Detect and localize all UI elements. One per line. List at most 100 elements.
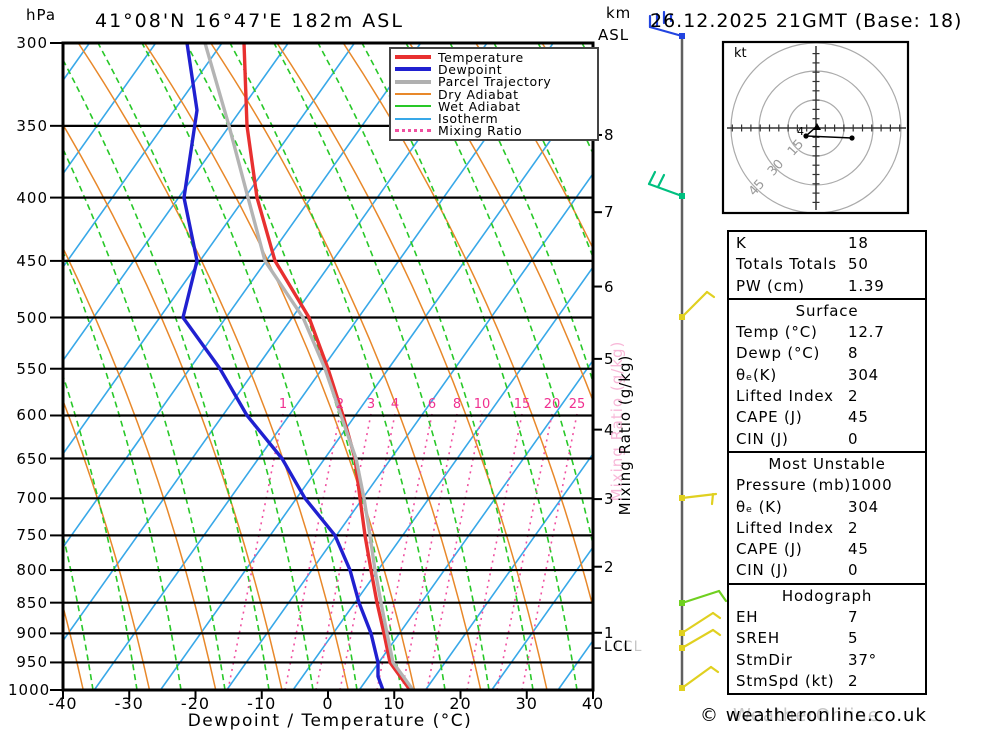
legend-label: Parcel Trajectory: [438, 74, 552, 90]
table-row: Dewp (°C) 8: [729, 343, 925, 364]
altitude-km-label: 2: [604, 557, 614, 576]
legend-item: Temperature: [395, 49, 597, 65]
wind-barb: [679, 611, 722, 636]
altitude-unit-km: km: [606, 4, 632, 22]
pressure-tick-label: 950: [16, 653, 48, 672]
temperature-tick-label: 20: [449, 694, 472, 713]
pressure-tick-label: 1000: [8, 681, 51, 699]
wind-barb: [679, 628, 722, 651]
hodograph-marker-label: 4: [797, 125, 804, 138]
legend-item: Mixing Ratio: [395, 123, 597, 139]
mixing-ratio-value-label: 2: [335, 397, 345, 412]
table-row-label: EH: [736, 608, 759, 627]
table-row-value: 37°: [848, 650, 877, 669]
table-row: StmDir 37°: [729, 650, 925, 671]
table-row-label: θₑ(K): [736, 365, 777, 384]
table-row-label: θₑ (K): [736, 497, 783, 516]
table-row: Lifted Index 2: [729, 386, 925, 407]
table-row-value: 50: [848, 255, 869, 274]
altitude-km-label: 3: [604, 490, 614, 509]
table-row-label: SREH: [736, 629, 780, 648]
table-row-value: 2: [848, 387, 859, 406]
wind-barb: [679, 665, 720, 691]
wind-barb: [679, 589, 728, 606]
wind-barb: [648, 10, 685, 39]
table-row-value: 0: [848, 561, 859, 580]
pressure-tick-label: 700: [16, 489, 48, 508]
storm-motion-marker: [813, 123, 821, 130]
pressure-tick-label: 800: [16, 561, 48, 580]
table-row: SREH 5: [729, 628, 925, 649]
altitude-km-label: 7: [604, 203, 614, 222]
table-row-value: 18: [848, 234, 869, 252]
pressure-unit-label: hPa: [26, 6, 57, 24]
table-section-header: Surface: [795, 301, 859, 320]
pressure-tick-label: 300: [16, 34, 48, 52]
table-row-label: CAPE (J): [736, 408, 803, 427]
mixing-ratio-value-label: 25: [568, 397, 586, 412]
temperature-tick-label: -30: [114, 694, 144, 713]
table-row: StmSpd (kt) 2: [729, 671, 925, 692]
table-row: PW (cm) 1.39: [729, 276, 925, 297]
wind-barb-staff: [647, 10, 728, 691]
legend-swatch-mixing-ratio: [395, 129, 431, 133]
legend-swatch-dry-adiabat: [395, 93, 431, 96]
table-row-label: Pressure (mb): [736, 476, 852, 495]
legend-label: Mixing Ratio: [438, 123, 523, 139]
isotherm-lines: [63, 43, 593, 690]
table-row: CAPE (J) 45: [729, 407, 925, 428]
temperature-tick-label: 10: [383, 694, 406, 713]
altitude-km-label: 1: [604, 623, 614, 642]
temperature-tick-label: 0: [322, 694, 334, 713]
table-row-label: CIN (J): [736, 429, 789, 448]
temperature-axis-ticks: [62, 691, 594, 699]
lcl-label: LCL: [604, 639, 633, 655]
temperature-curve: [242, 43, 412, 690]
mixing-ratio-value-label: 8: [452, 397, 462, 412]
page-title: 41°08'N 16°47'E 182m ASL: [95, 10, 404, 32]
temperature-tick-label: 30: [515, 694, 538, 713]
mixing-ratio-value-label: 1: [278, 397, 288, 412]
copyright-label: © weatheronline.co.uk: [700, 705, 927, 726]
table-row: Temp (°C) 12.7: [729, 322, 925, 343]
table-section-header: Most Unstable: [768, 454, 886, 473]
table-section: Most Unstable Pressure (mb) 1000 θₑ (K) 304 L…: [727, 450, 927, 585]
mixing-ratio-lines: [227, 413, 578, 690]
table-row-value: 1000: [851, 476, 893, 495]
legend-label: Temperature: [438, 49, 524, 65]
indices-table: K 18 Totals Totals 50 PW (cm) 1.39 Surface Temp…: [727, 230, 927, 696]
altitude-unit-asl: ASL: [598, 26, 630, 44]
temperature-tick-label: -40: [48, 694, 78, 713]
legend-swatch-dewpoint: [395, 67, 431, 72]
legend-swatch-parcel-trajectory: [395, 79, 431, 84]
altitude-km-label: 6: [604, 277, 614, 296]
pressure-tick-label: 450: [16, 251, 48, 270]
table-row: CAPE (J) 45: [729, 539, 925, 560]
table-row-value: 7: [848, 608, 859, 627]
legend-label: Isotherm: [438, 111, 499, 127]
table-row-value: 45: [848, 540, 869, 559]
legend-label: Dry Adiabat: [438, 86, 519, 102]
sounding-curves: [181, 43, 415, 690]
legend-item: Parcel Trajectory: [395, 74, 597, 90]
legend-swatch-isotherm: [395, 117, 431, 120]
table-row: EH 7: [729, 607, 925, 628]
wind-barb: [679, 290, 716, 320]
mixing-ratio-value-label: 15: [513, 397, 531, 412]
pressure-tick-label: 550: [16, 359, 48, 378]
table-section: Hodograph EH 7 SREH 5 StmDir 37° StmSpd (kt) 2: [727, 582, 927, 696]
temperature-tick-label: -10: [247, 694, 277, 713]
parcel-trajectory-curve: [203, 43, 415, 690]
table-row-label: StmDir: [736, 650, 793, 669]
mixing-ratio-value-label: 4: [390, 397, 400, 412]
mixing-ratio-value-label: 20: [543, 397, 561, 412]
table-row-value: 2: [848, 518, 859, 537]
pressure-tick-label: 500: [16, 308, 48, 327]
table-row: CIN (J) 0: [729, 560, 925, 581]
table-row: Pressure (mb) 1000: [729, 475, 925, 496]
pressure-tick-label: 400: [16, 188, 48, 207]
table-row-label: K: [736, 234, 747, 252]
table-row: Totals Totals 50: [729, 254, 925, 275]
wind-barb: [679, 492, 718, 506]
